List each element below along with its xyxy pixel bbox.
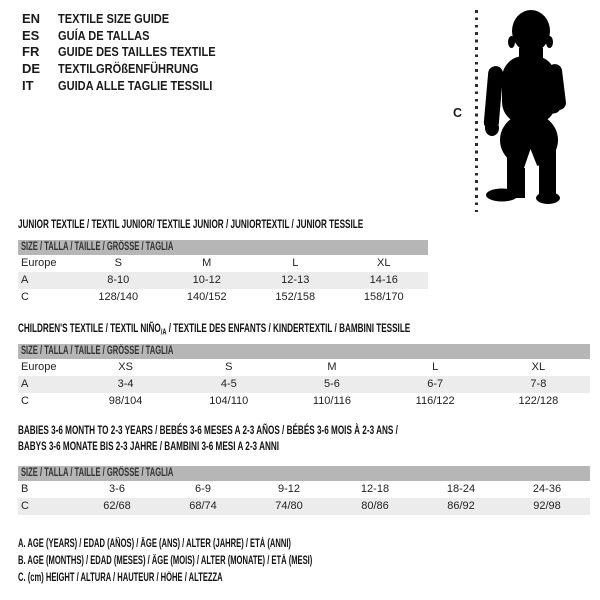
size-header-band: SIZE / TALLA / TAILLE / GRÖSSE / TAGLIA xyxy=(18,344,590,359)
title-line-1: BABIES 3-6 MONTH TO 2-3 YEARS / BEBÉS 3-… xyxy=(18,423,398,437)
size-cell: 116/122 xyxy=(415,395,455,407)
size-cell: 62/68 xyxy=(74,498,160,515)
size-cell: 80/86 xyxy=(332,498,418,515)
height-measure-label: C xyxy=(453,106,463,120)
lang-title: TEXTILGRÖßENFÜHRUNG xyxy=(58,61,199,77)
lang-code: IT xyxy=(22,78,34,94)
size-cell: S xyxy=(114,257,122,269)
size-cell: 128/140 xyxy=(98,291,139,303)
table-row: A 8-10 10-12 12-13 14-16 xyxy=(18,272,428,289)
size-cell: 92/98 xyxy=(504,498,590,515)
lang-title: GUÍA DE TALLAS xyxy=(58,27,150,43)
size-cell: M xyxy=(327,361,337,373)
size-cell: 8-10 xyxy=(74,272,163,289)
babies-table-title: BABIES 3-6 MONTH TO 2-3 YEARS / BEBÉS 3-… xyxy=(18,424,398,453)
title-subscript: /A xyxy=(160,326,167,337)
size-cell: 86/92 xyxy=(418,498,504,515)
size-cell: 24-36 xyxy=(532,483,562,495)
lang-code: DE xyxy=(22,61,41,77)
row-label: C xyxy=(21,395,29,407)
size-cell: 18-24 xyxy=(446,483,476,495)
size-header-band: SIZE / TALLA / TAILLE / GRÖSSE / TAGLIA xyxy=(18,466,590,481)
lang-title: GUIDA ALLE TAGLIE TESSILI xyxy=(58,78,213,94)
footnote-a: A. AGE (YEARS) / EDAD (AÑOS) / ÂGE (ANS)… xyxy=(18,538,291,550)
table-row: C 62/68 68/74 74/80 80/86 86/92 92/98 xyxy=(18,498,590,515)
size-cell: 152/158 xyxy=(275,291,316,303)
lang-row-fr: FR GUIDE DES TAILLES TEXTILE xyxy=(22,44,243,61)
size-header-label: SIZE / TALLA / TAILLE / GRÖSSE / TAGLIA xyxy=(21,241,174,253)
table-row: C 98/104 104/110 110/116 116/122 122/128 xyxy=(18,393,590,410)
footnotes: A. AGE (YEARS) / EDAD (AÑOS) / ÂGE (ANS)… xyxy=(18,536,464,586)
size-cell: S xyxy=(225,361,233,373)
height-measure-dotted-line xyxy=(475,10,478,212)
size-cell: 158/170 xyxy=(363,291,404,303)
lang-code: ES xyxy=(22,27,40,43)
size-cell: L xyxy=(292,257,299,269)
size-cell: 3-4 xyxy=(74,376,178,393)
lang-row-es: ES GUÍA DE TALLAS xyxy=(22,27,243,44)
row-label: C xyxy=(21,291,29,303)
title-text: CHILDREN'S TEXTILE / TEXTIL NIÑO xyxy=(18,321,161,335)
lang-title: GUIDE DES TAILLES TEXTILE xyxy=(58,44,216,60)
size-cell: 5-6 xyxy=(280,376,384,393)
lang-row-en: EN TEXTILE SIZE GUIDE xyxy=(22,10,243,27)
lang-code: EN xyxy=(22,10,41,26)
toddler-silhouette-icon xyxy=(483,10,566,204)
size-cell: 74/80 xyxy=(246,498,332,515)
childrens-table-title: CHILDREN'S TEXTILE / TEXTIL NIÑO/A / TEX… xyxy=(18,322,410,338)
language-title-list: EN TEXTILE SIZE GUIDE ES GUÍA DE TALLAS … xyxy=(22,10,243,94)
lang-row-it: IT GUIDA ALLE TAGLIE TESSILI xyxy=(22,77,243,94)
table-row: B 3-6 6-9 9-12 12-18 18-24 24-36 xyxy=(18,481,590,498)
row-label: Europe xyxy=(21,257,57,269)
babies-size-table: SIZE / TALLA / TAILLE / GRÖSSE / TAGLIA … xyxy=(18,466,590,515)
size-cell: 6-9 xyxy=(195,483,211,495)
size-header-band: SIZE / TALLA / TAILLE / GRÖSSE / TAGLIA xyxy=(18,240,428,255)
size-cell: 4-5 xyxy=(177,376,281,393)
table-row: C 128/140 140/152 152/158 158/170 xyxy=(18,289,428,306)
size-cell: 68/74 xyxy=(160,498,246,515)
size-cell: 14-16 xyxy=(339,272,428,289)
junior-table-title: JUNIOR TEXTILE / TEXTIL JUNIOR/ TEXTILE … xyxy=(18,217,364,231)
size-cell: 98/104 xyxy=(108,395,143,407)
title-line-2: BABYS 3-6 MONATE BIS 2-3 JAHRE / BAMBINI… xyxy=(18,439,280,453)
lang-row-de: DE TEXTILGRÖßENFÜHRUNG xyxy=(22,60,243,77)
row-label: B xyxy=(21,483,29,495)
footnote-b: B. AGE (MONTHS) / EDAD (MESES) / ÂGE (MO… xyxy=(18,554,313,567)
footnote-c: C. (cm) HEIGHT / ALTURA / HAUTEUR / HÖHE… xyxy=(18,571,223,584)
size-cell: 12-18 xyxy=(360,483,390,495)
table-row: Europe XS S M L XL xyxy=(18,359,590,376)
size-cell: 6-7 xyxy=(383,376,487,393)
size-cell: XL xyxy=(377,257,391,269)
size-cell: 7-8 xyxy=(486,376,590,393)
size-header-label: SIZE / TALLA / TAILLE / GRÖSSE / TAGLIA xyxy=(21,467,174,479)
size-header-label: SIZE / TALLA / TAILLE / GRÖSSE / TAGLIA xyxy=(21,345,174,357)
size-cell: 110/116 xyxy=(312,395,352,407)
row-label: A xyxy=(18,272,74,289)
lang-code: FR xyxy=(22,44,40,60)
size-cell: 3-6 xyxy=(109,483,125,495)
junior-size-table: SIZE / TALLA / TAILLE / GRÖSSE / TAGLIA … xyxy=(18,240,428,306)
size-cell: 140/152 xyxy=(186,291,227,303)
row-label: C xyxy=(18,498,74,515)
size-cell: 9-12 xyxy=(277,483,301,495)
size-cell: 104/110 xyxy=(209,395,249,407)
size-cell: M xyxy=(202,257,212,269)
title-text: / TEXTILE DES ENFANTS / KINDERTEXTIL / B… xyxy=(166,321,411,335)
row-label: A xyxy=(18,376,74,393)
size-cell: L xyxy=(432,361,439,373)
size-cell: 122/128 xyxy=(518,395,559,407)
table-row: Europe S M L XL xyxy=(18,255,428,272)
size-cell: 12-13 xyxy=(251,272,340,289)
childrens-size-table: SIZE / TALLA / TAILLE / GRÖSSE / TAGLIA … xyxy=(18,344,590,410)
lang-title: TEXTILE SIZE GUIDE xyxy=(58,10,170,26)
size-cell: XL xyxy=(531,361,546,373)
table-row: A 3-4 4-5 5-6 6-7 7-8 xyxy=(18,376,590,393)
size-cell: 10-12 xyxy=(162,272,251,289)
size-cell: XS xyxy=(118,361,133,373)
row-label: Europe xyxy=(21,361,57,373)
